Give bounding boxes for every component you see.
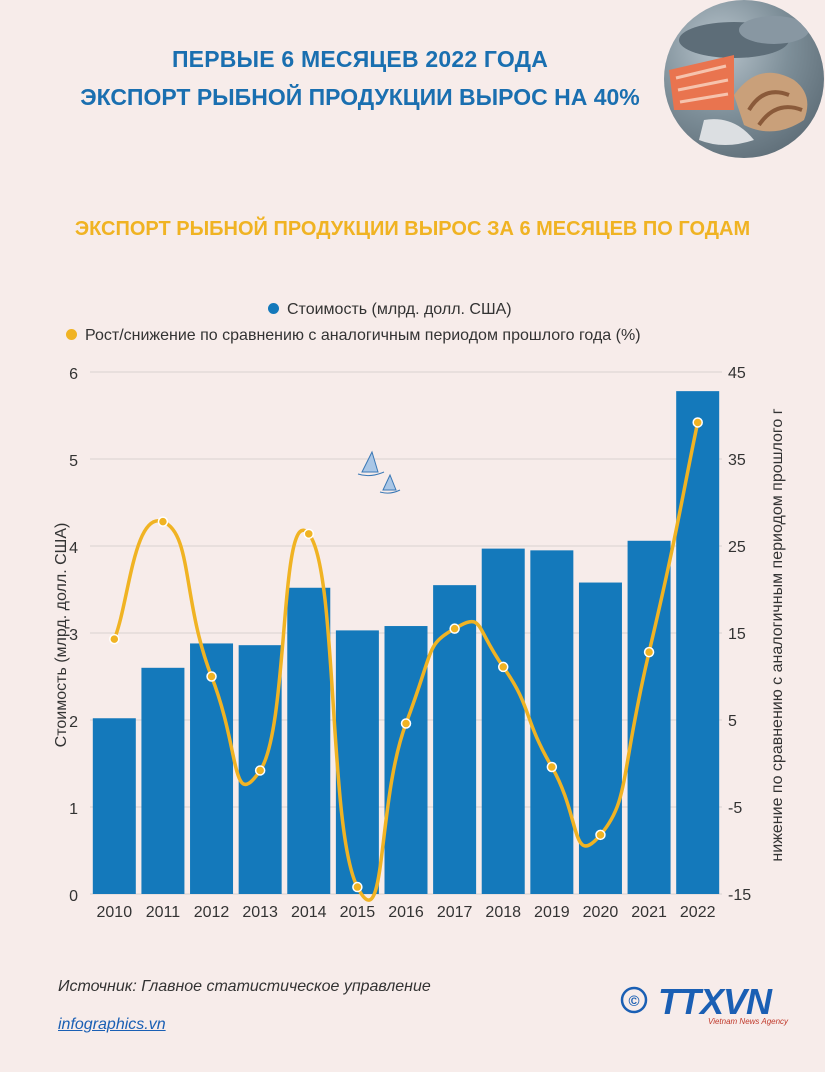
- y-left-tick: 0: [69, 888, 78, 905]
- legend-label-growth: Рост/снижение по сравнению с аналогичным…: [85, 327, 641, 344]
- y-right-tick: 45: [728, 365, 746, 382]
- y-left-tick: 1: [69, 801, 78, 818]
- growth-point-2011: [157, 516, 169, 527]
- brand-subtitle: Vietnam News Agency: [708, 1017, 789, 1026]
- seafood-photo: [664, 0, 824, 158]
- brand-name: TTXVN: [658, 981, 773, 1022]
- growth-point-2018: [497, 661, 509, 673]
- y-left-tick: 3: [69, 627, 78, 644]
- infographics-link[interactable]: infographics.vn: [58, 1016, 166, 1033]
- title-line-1: ПЕРВЫЕ 6 МЕСЯЦЕВ 2022 ГОДА: [171, 46, 549, 72]
- x-tick-2017: 2017: [437, 904, 473, 921]
- seafood-illustration: [669, 16, 809, 145]
- growth-point-2010: [109, 633, 120, 645]
- growth-point-2013: [254, 765, 266, 776]
- y-right-tick: 35: [728, 452, 746, 469]
- legend-line-swatch: [66, 329, 77, 340]
- y-axis-right-label: нижение по сравнению с аналогичным перио…: [769, 408, 786, 861]
- growth-point-2021: [643, 646, 655, 658]
- y-right-tick: -5: [728, 800, 742, 817]
- x-tick-2020: 2020: [583, 904, 619, 921]
- title-line-2: ЭКСПОРТ РЫБНОЙ ПРОДУКЦИИ ВЫРОС НА 40%: [80, 84, 640, 110]
- x-tick-2015: 2015: [340, 904, 376, 921]
- bar-2014: [287, 587, 331, 894]
- y-right-tick: 5: [728, 713, 737, 730]
- bar-2016: [384, 626, 428, 894]
- legend-label-value: Стоимость (млрд. долл. США): [287, 301, 512, 318]
- bar-2019: [530, 550, 574, 894]
- y-left-tick: 5: [69, 453, 78, 470]
- y-left-tick: 4: [69, 540, 78, 557]
- growth-point-2015: [352, 881, 363, 893]
- x-tick-2018: 2018: [485, 904, 521, 921]
- x-tick-2011: 2011: [146, 904, 181, 921]
- bar-2011: [141, 667, 185, 894]
- y-axis-left-label: Стоимость (млрд. долл. США): [53, 523, 70, 748]
- chart-subtitle: ЭКСПОРТ РЫБНОЙ ПРОДУКЦИИ ВЫРОС ЗА 6 МЕСЯ…: [74, 218, 751, 240]
- y-left-tick: 6: [69, 366, 78, 383]
- x-tick-2016: 2016: [388, 904, 424, 921]
- y-right-tick: 15: [728, 626, 746, 643]
- legend-item-growth: Рост/снижение по сравнению с аналогичным…: [66, 327, 641, 345]
- growth-point-2012: [206, 671, 217, 682]
- ttxvn-logo: © TTXVN Vietnam News Agency: [620, 980, 800, 1028]
- bar-2022: [676, 391, 720, 894]
- x-tick-2022: 2022: [680, 904, 716, 921]
- growth-point-2014: [303, 528, 315, 540]
- x-tick-2019: 2019: [534, 904, 570, 921]
- y-right-tick: 25: [728, 539, 746, 556]
- copyright-symbol: ©: [628, 993, 639, 1010]
- ttxvn-logo-mark: © TTXVN Vietnam News Agency: [620, 981, 789, 1026]
- bar-2012: [190, 643, 234, 894]
- legend-item-value: Стоимость (млрд. долл. США): [268, 301, 512, 319]
- bar-2020: [578, 582, 622, 894]
- y-right-tick: -15: [728, 887, 751, 904]
- x-tick-2014: 2014: [291, 904, 327, 921]
- x-tick-2012: 2012: [194, 904, 230, 921]
- legend-bar-swatch: [268, 303, 279, 314]
- growth-point-2019: [546, 761, 558, 773]
- growth-point-2017: [449, 623, 460, 634]
- growth-point-2016: [400, 718, 412, 729]
- sailboat-icon: [357, 450, 401, 494]
- bar-2015: [335, 630, 379, 894]
- x-tick-2013: 2013: [242, 904, 278, 921]
- bar-2018: [481, 548, 525, 894]
- growth-point-2020: [595, 829, 606, 841]
- bar-2010: [92, 718, 136, 894]
- x-tick-2010: 2010: [97, 904, 133, 921]
- y-left-tick: 2: [69, 714, 78, 731]
- x-tick-2021: 2021: [631, 904, 667, 921]
- growth-point-2022: [692, 417, 703, 428]
- source-note: Источник: Главное статистическое управле…: [58, 978, 431, 995]
